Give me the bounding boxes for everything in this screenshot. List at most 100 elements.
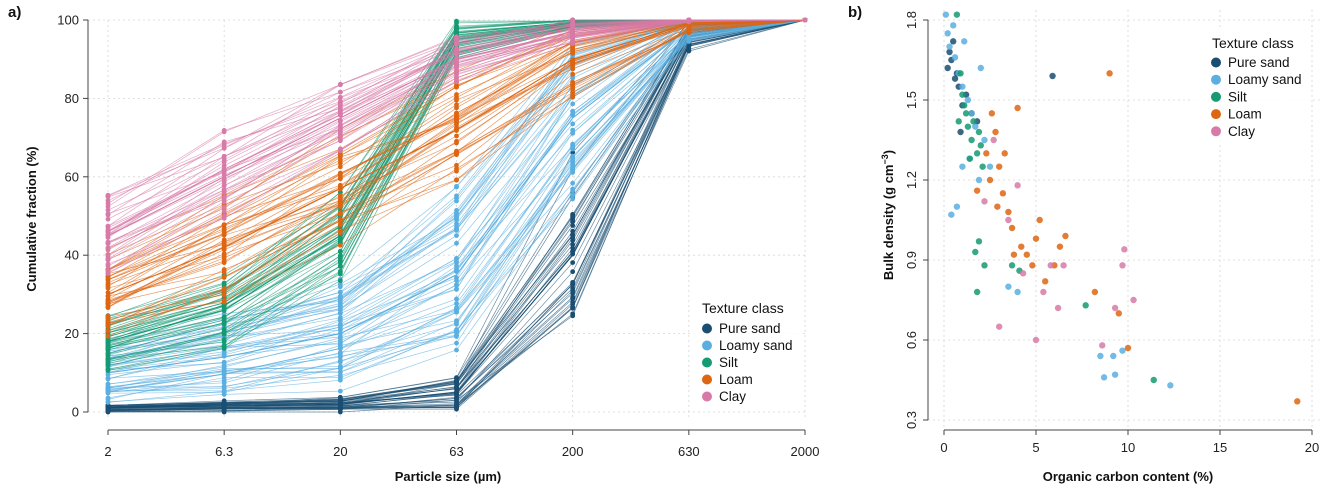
profile-point: [570, 231, 576, 237]
series-line: [107, 19, 805, 237]
legend-swatch: [1211, 74, 1221, 85]
profile-point: [454, 195, 459, 201]
legend-swatch: [702, 323, 712, 334]
scatter-point: [1042, 278, 1049, 285]
profile-point: [221, 286, 227, 291]
profile-point: [570, 311, 576, 317]
profile-point: [454, 263, 459, 269]
scatter-point: [955, 118, 962, 125]
scatter-point: [1097, 352, 1104, 360]
legend-swatch: [702, 357, 712, 368]
scatter-point: [979, 163, 986, 170]
profile-point: [221, 228, 227, 233]
scatter-point: [1036, 216, 1043, 224]
profile-point: [105, 366, 111, 372]
scatter-point: [981, 198, 988, 205]
profile-point: [337, 398, 343, 404]
profile-point: [454, 287, 459, 292]
scatter-point: [973, 288, 981, 296]
scatter-point: [996, 323, 1003, 330]
profile-point: [105, 223, 111, 229]
profile-point: [337, 369, 343, 375]
scatter-point: [959, 83, 966, 90]
y-axis-title-main: Bulk density (g cm: [881, 165, 896, 281]
profile-point: [454, 92, 459, 97]
profile-point: [105, 235, 111, 240]
profile-point: [454, 282, 459, 288]
profile-point: [454, 183, 459, 189]
scatter-point: [953, 203, 961, 210]
scatter-point: [996, 163, 1003, 170]
profile-point: [454, 110, 459, 116]
profile-point: [221, 378, 227, 383]
profile-point: [570, 288, 576, 294]
profile-point: [570, 260, 576, 266]
profile-point: [337, 242, 343, 248]
x-tick-label: 20: [333, 444, 347, 459]
profile-point: [570, 71, 576, 77]
scatter-point: [964, 123, 972, 130]
profile-point: [105, 257, 111, 263]
profile-point: [337, 148, 343, 154]
x-tick-label: 5: [1032, 440, 1039, 455]
scatter-point: [1010, 251, 1018, 258]
profile-point: [454, 162, 459, 168]
scatter-point: [957, 70, 964, 77]
scatter-point: [951, 75, 959, 82]
profile-point: [105, 395, 111, 401]
profile-point: [337, 218, 343, 224]
scatter-point: [1111, 304, 1119, 312]
y-tick-label: 40: [65, 248, 79, 263]
profile-point: [454, 267, 459, 273]
profile-point: [337, 409, 343, 415]
profile-point: [105, 267, 111, 273]
profile-point: [570, 269, 576, 275]
profile-point: [337, 388, 343, 394]
profile-point: [105, 298, 111, 304]
scatter-point: [1294, 398, 1301, 405]
profile-point: [105, 376, 111, 382]
scatter-point: [972, 248, 979, 256]
y-axis-title-sup: −3: [880, 154, 890, 164]
scatter-point: [977, 142, 984, 149]
profile-point: [337, 322, 343, 328]
profile-point: [454, 275, 459, 281]
scatter-point: [950, 38, 957, 45]
profile-point: [570, 305, 576, 311]
scatter-point: [1100, 374, 1108, 381]
profile-point: [570, 23, 576, 29]
scatter-point: [964, 96, 972, 104]
scatter-point: [1121, 246, 1128, 253]
scatter-point: [988, 110, 996, 117]
y-tick-label: 60: [65, 169, 79, 184]
profile-point: [221, 142, 227, 148]
profile-point: [221, 280, 227, 286]
legend-background: [1192, 30, 1310, 142]
y-tick-label: 1.2: [904, 171, 919, 189]
scatter-point: [1005, 216, 1012, 224]
y-axis-title-end: ): [881, 150, 896, 154]
profile-point: [570, 146, 576, 152]
profile-point: [454, 340, 459, 346]
scatter-point: [1032, 336, 1040, 344]
profile-point: [570, 35, 576, 41]
profile-point: [221, 213, 227, 219]
scatter-point: [1019, 270, 1027, 277]
profile-point: [570, 111, 576, 117]
profile-point: [221, 337, 227, 342]
profile-point: [570, 41, 576, 46]
profile-point: [337, 128, 343, 133]
scatter-series-clay: [981, 136, 1137, 349]
scatter-point: [959, 91, 966, 98]
profile-point: [337, 137, 343, 143]
profile-point: [570, 158, 576, 163]
profile-point: [221, 274, 227, 280]
scatter-point: [1110, 352, 1117, 360]
profile-point: [454, 327, 459, 332]
profile-point: [221, 260, 227, 266]
scatter-point: [1167, 382, 1174, 389]
scatter-point: [972, 123, 979, 130]
profile-point: [570, 93, 576, 99]
scatter-point: [1130, 296, 1137, 304]
profile-point: [221, 163, 227, 169]
